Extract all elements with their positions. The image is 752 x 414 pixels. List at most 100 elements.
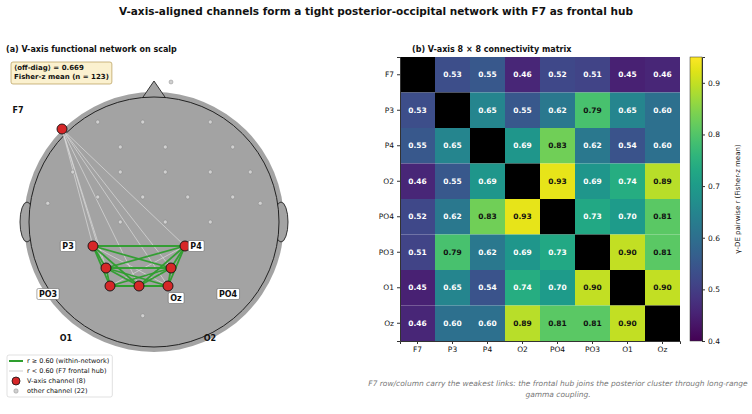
tick: P4 <box>483 341 493 354</box>
other-channel <box>71 170 75 174</box>
tick: 0.5 <box>702 285 720 294</box>
heatmap-cell <box>610 199 645 235</box>
heatmap-cell <box>505 306 540 342</box>
tick: O1 <box>622 341 633 354</box>
tick-mark <box>702 289 705 290</box>
tick-mark <box>487 341 488 344</box>
tick-label: PO4 <box>550 345 565 354</box>
network-marks <box>46 80 263 318</box>
channel-label: PO3 <box>39 290 57 299</box>
heatmap-cell <box>575 164 610 200</box>
cell-label: 0.53 <box>443 70 462 79</box>
v-axis-channel <box>166 263 176 273</box>
other-channel <box>141 314 145 318</box>
heatmap-cell <box>470 57 505 93</box>
tick-mark <box>702 341 705 342</box>
heatmap-cell <box>435 128 470 164</box>
diagonal-cell <box>400 57 435 93</box>
diagonal-cell <box>610 270 645 306</box>
tick-label: P4 <box>483 345 493 354</box>
colorbar <box>690 57 702 341</box>
tick-mark <box>702 83 705 84</box>
label-box <box>217 289 240 300</box>
heatmap-cell <box>505 57 540 93</box>
tick: PO3 <box>585 341 600 354</box>
cell-label: 0.55 <box>443 177 462 186</box>
cell-label: 0.73 <box>583 212 602 221</box>
cell-label: 0.93 <box>513 212 532 221</box>
heatmap-cell <box>400 164 435 200</box>
heatmap-cell <box>470 164 505 200</box>
tick-label: 0.7 <box>708 182 720 191</box>
tick-label: O1 <box>383 283 394 292</box>
cell-label: 0.79 <box>583 106 602 115</box>
heatmap-cell <box>645 235 680 271</box>
cell-label: 0.69 <box>583 177 602 186</box>
other-channel <box>186 195 190 199</box>
channel-label-group: F7 <box>12 106 23 115</box>
cell-label: 0.90 <box>583 283 602 292</box>
other-channel <box>163 170 167 174</box>
cell-label: 0.69 <box>478 177 497 186</box>
legend-dot <box>12 377 20 385</box>
y-axis: F7P3P4O2PO4PO3O1Oz <box>379 58 401 342</box>
heatmap-cell <box>470 270 505 306</box>
heatmap-cell <box>400 93 435 129</box>
tick-mark <box>417 341 418 344</box>
tick: O2 <box>383 177 400 186</box>
heatmap-cell <box>610 164 645 200</box>
heatmap-cell <box>575 306 610 342</box>
cell-label: 0.89 <box>513 319 532 328</box>
heatmap-cell <box>575 93 610 129</box>
tick-mark <box>397 323 400 324</box>
axis-line <box>401 342 681 345</box>
tick: PO4 <box>379 212 400 221</box>
edge-strong <box>93 245 185 247</box>
tick: O2 <box>517 341 528 354</box>
tick-label: PO3 <box>585 345 600 354</box>
tick: F7 <box>385 70 400 79</box>
v-axis-channel <box>101 263 111 273</box>
cell-label: 0.55 <box>478 70 497 79</box>
cell-label: 0.90 <box>618 248 637 257</box>
tick-label: 0.5 <box>708 285 720 294</box>
heatmap-cell <box>505 128 540 164</box>
cell-label: 0.83 <box>548 141 567 150</box>
cell-label: 0.54 <box>478 283 497 292</box>
heatmap-cell <box>540 57 575 93</box>
heatmap-cell <box>435 270 470 306</box>
tick: Oz <box>658 341 668 354</box>
cell-label: 0.45 <box>618 70 637 79</box>
heatmap-cell <box>400 270 435 306</box>
cell-label: 0.81 <box>653 212 672 221</box>
channel-label: F7 <box>12 106 23 115</box>
cell-labels: 0.530.550.460.520.510.450.460.530.650.55… <box>408 70 672 328</box>
other-channel <box>163 220 167 224</box>
tick-mark <box>397 216 400 217</box>
channel-label-group: Oz <box>168 293 184 304</box>
other-channel <box>96 195 100 199</box>
tick-label: F7 <box>413 345 422 354</box>
annotation-text: ⟨off-diag⟩ = 0.669 <box>14 64 84 72</box>
channel-label-group: PO3 <box>37 289 59 300</box>
tick-mark <box>452 341 453 344</box>
tick-label: P3 <box>385 106 395 115</box>
cell-label: 0.93 <box>548 177 567 186</box>
heatmap-cell <box>540 235 575 271</box>
tick-mark <box>662 341 663 344</box>
cell-label: 0.70 <box>618 212 637 221</box>
edge-weak <box>62 129 110 286</box>
figure-title: V-axis-aligned channels form a tight pos… <box>119 5 633 17</box>
tick: 0.7 <box>702 182 720 191</box>
cell-label: 0.51 <box>408 248 427 257</box>
cell-label: 0.90 <box>618 319 637 328</box>
other-channel <box>258 201 262 205</box>
cell-label: 0.79 <box>443 248 462 257</box>
heatmap-cell <box>645 164 680 200</box>
colorbar-label: γ-DE pairwise r (Fisher-z mean) <box>734 144 742 254</box>
other-channel <box>118 170 122 174</box>
heatmap-cell <box>540 164 575 200</box>
heatmap-cell <box>470 93 505 129</box>
tick-mark <box>522 341 523 344</box>
cell-label: 0.51 <box>583 70 602 79</box>
